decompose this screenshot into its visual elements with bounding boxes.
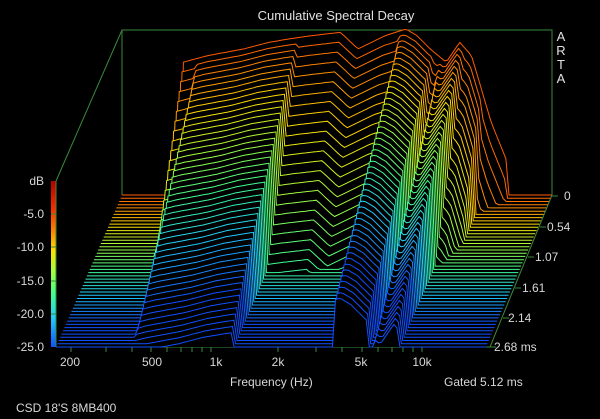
z-tick-label: 2.68 ms — [494, 340, 537, 354]
y-tick-label: -20.0 — [16, 307, 44, 321]
y-tick-label: -15.0 — [16, 274, 44, 288]
x-tick-label: 2k — [271, 355, 285, 369]
watermark-letter: T — [557, 57, 565, 72]
decay-slice — [63, 269, 493, 332]
x-tick-label: 1k — [209, 355, 223, 369]
x-tick-label: 200 — [59, 355, 81, 369]
z-tick-label: 1.61 — [522, 281, 546, 295]
decay-slice — [56, 297, 486, 348]
watermark-letter: R — [556, 43, 566, 58]
decay-slice — [58, 286, 489, 341]
z-tick-label: 2.14 — [508, 311, 532, 325]
measurement-caption: CSD 18'S 8MB400 — [16, 401, 117, 415]
y-tick-label: -10.0 — [16, 240, 44, 254]
decay-slice — [64, 263, 495, 329]
x-tick-label: 5k — [354, 355, 368, 369]
y-tick-label: -25.0 — [16, 340, 44, 354]
decay-slice — [57, 292, 488, 345]
gating-label: Gated 5.12 ms — [444, 375, 523, 389]
x-axis-title: Frequency (Hz) — [230, 375, 313, 389]
x-tick-label: 500 — [141, 355, 163, 369]
z-tick-label: 1.07 — [535, 250, 559, 264]
chart-title: Cumulative Spectral Decay — [257, 8, 415, 23]
y-tick-label: -5.0 — [23, 207, 44, 221]
watermark-letter: A — [556, 71, 566, 86]
decay-slices — [56, 28, 552, 348]
z-tick-label: 0.54 — [547, 220, 571, 234]
watermark-letter: A — [556, 29, 566, 44]
arta-watermark: A R T A — [555, 30, 567, 86]
decay-slice — [60, 280, 491, 338]
x-tick-label: 10k — [412, 355, 432, 369]
decay-slice — [61, 275, 492, 335]
colorbar — [51, 181, 56, 347]
y-unit-label: dB — [29, 174, 44, 188]
z-tick-label: 0 — [564, 189, 571, 203]
